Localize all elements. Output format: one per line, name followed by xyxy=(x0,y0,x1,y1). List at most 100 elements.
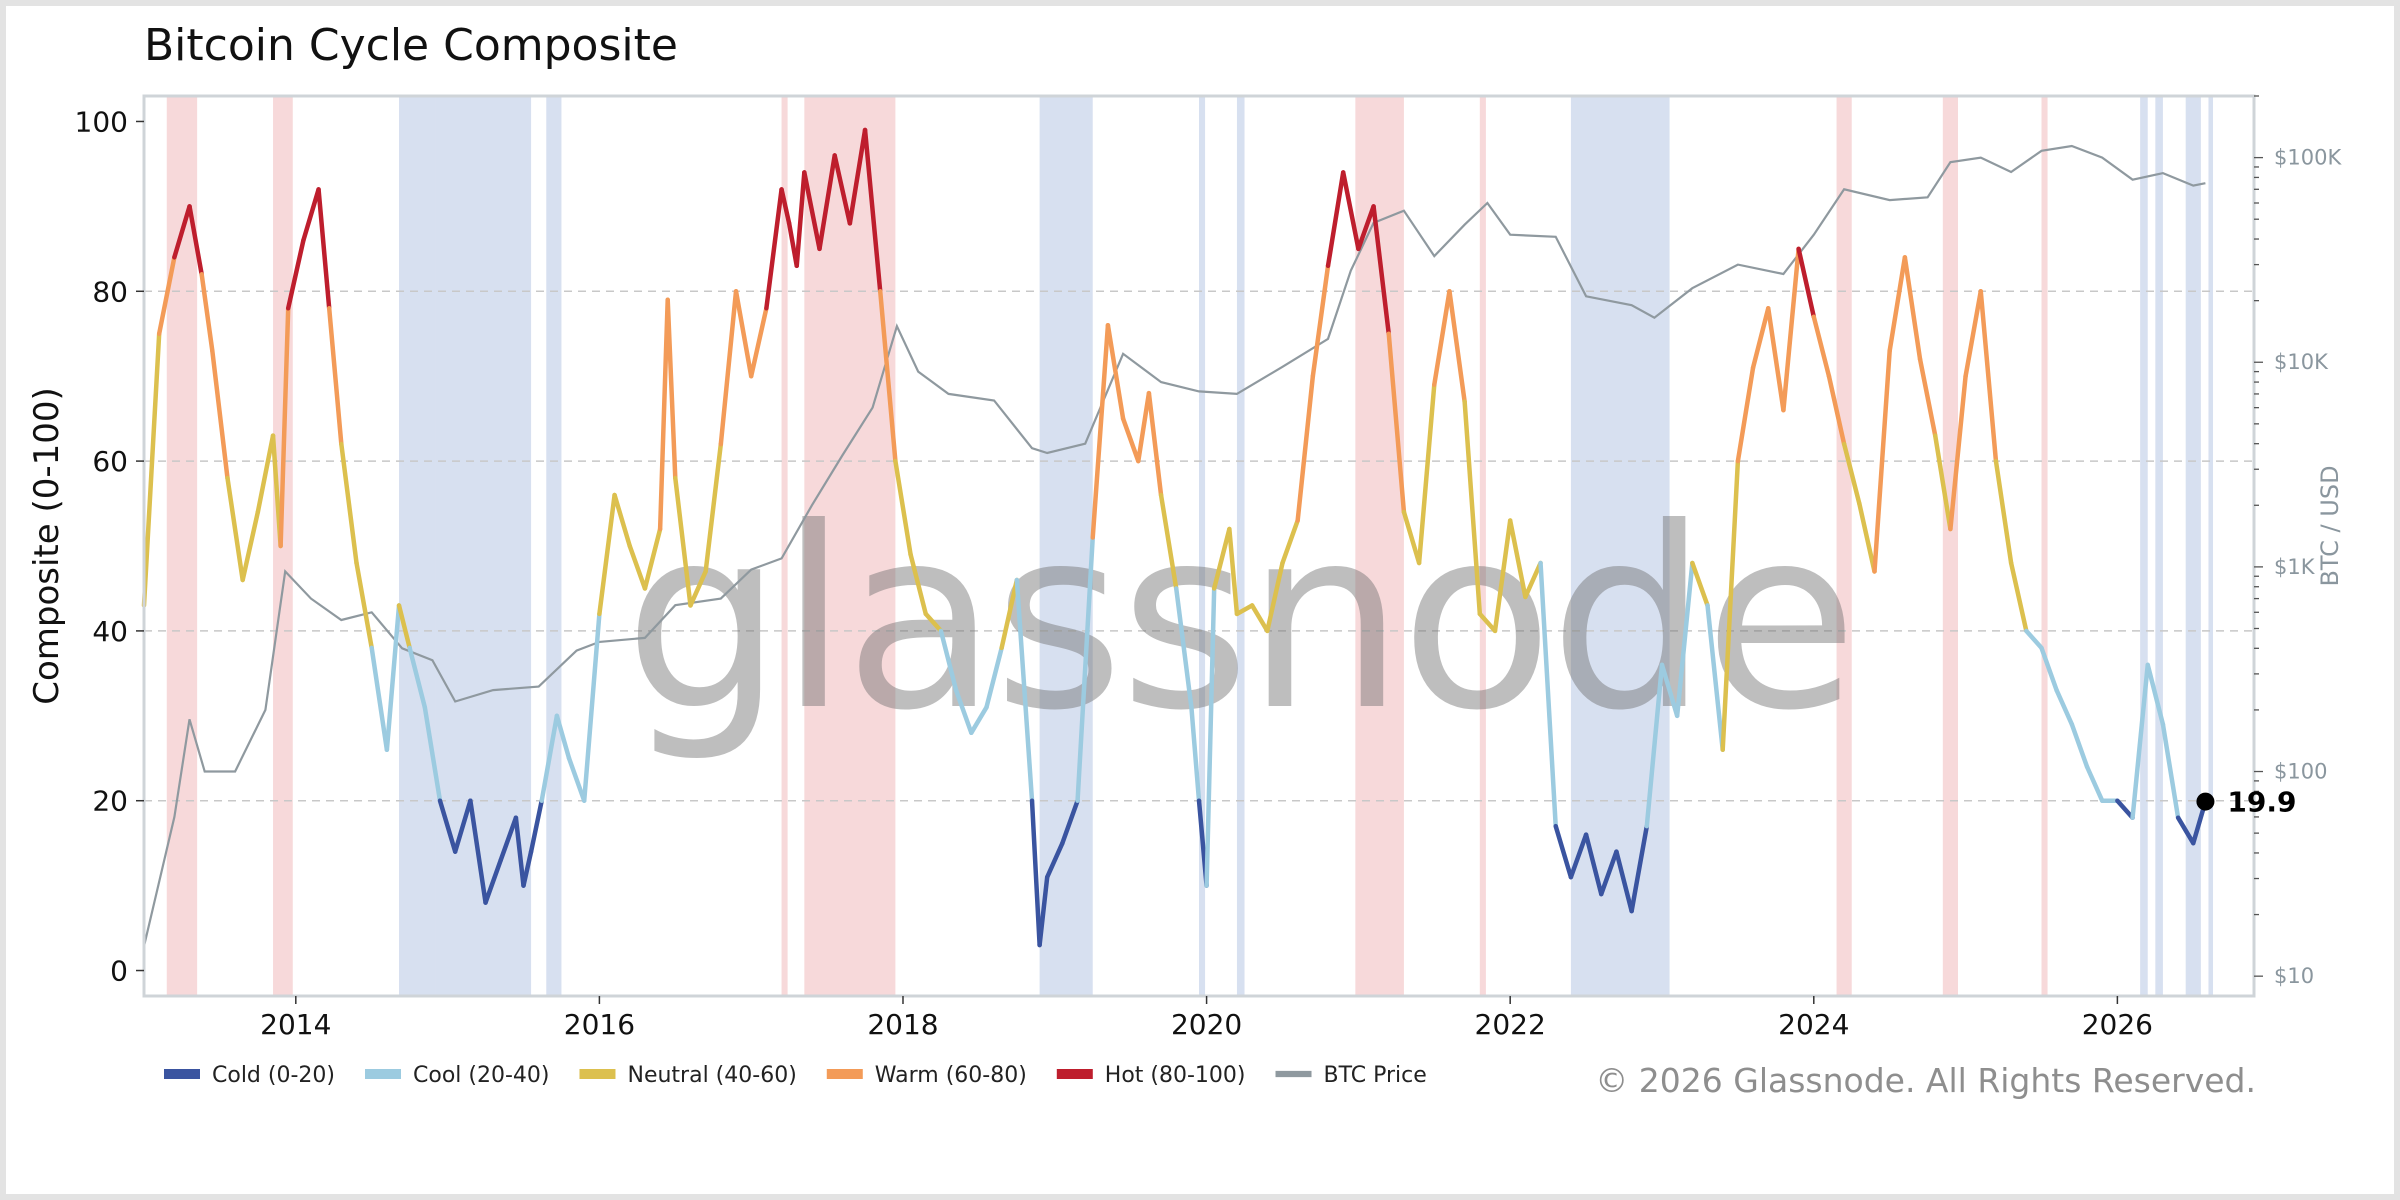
composite-segment xyxy=(877,289,898,464)
composite-segment xyxy=(1629,823,1650,914)
y-tick-label: 0 xyxy=(110,955,128,988)
composite-segment xyxy=(1265,560,1285,634)
composite-segment xyxy=(1158,492,1179,591)
composite-segment xyxy=(199,272,215,353)
composite-segment xyxy=(528,798,544,854)
composite-segment xyxy=(483,857,503,905)
glassnode-watermark: glassnode xyxy=(624,474,1854,765)
y-tick-label: 20 xyxy=(92,785,128,818)
x-tick-label: 2020 xyxy=(1171,1008,1242,1041)
composite-segment xyxy=(1599,849,1619,897)
composite-segment xyxy=(1978,289,1999,464)
cold-regime-band xyxy=(2185,96,2201,996)
composite-segment xyxy=(1781,246,1801,413)
chart-title: Bitcoin Cycle Composite xyxy=(144,20,678,71)
composite-segment xyxy=(1477,611,1498,634)
composite-segment xyxy=(1432,289,1452,387)
x-tick-label: 2026 xyxy=(2082,1008,2153,1041)
composite-segment xyxy=(657,297,670,532)
composite-segment xyxy=(2008,560,2029,634)
composite-segment xyxy=(1146,390,1164,498)
composite-segment xyxy=(1568,832,1589,880)
composite-segment xyxy=(1857,501,1877,574)
composite-segment xyxy=(1249,603,1270,634)
composite-segment xyxy=(1492,518,1513,634)
composite-segment xyxy=(999,577,1020,651)
composite-segment xyxy=(1447,289,1467,404)
y-axis-left: 0 20 40 60 80 100 xyxy=(75,105,144,988)
x-axis: 2014 2016 2018 2020 2022 2024 2026 xyxy=(260,996,2153,1041)
cold-regime-band xyxy=(1199,96,1206,996)
composite-segment xyxy=(802,170,822,252)
composite-segment xyxy=(1416,382,1437,566)
composite-segment xyxy=(1401,509,1422,566)
composite-segment xyxy=(1932,433,1953,532)
hot-regime-band xyxy=(781,96,788,996)
composite-segment xyxy=(1386,331,1407,515)
composite-segment xyxy=(779,187,792,226)
composite-segment xyxy=(1948,373,1968,532)
composite-segment xyxy=(1690,560,1710,608)
composite-segment xyxy=(764,187,784,311)
composite-segment xyxy=(688,569,708,608)
composite-segment xyxy=(1811,314,1832,379)
composite-segment xyxy=(1136,390,1152,464)
composite-segment xyxy=(2054,688,2075,727)
composite-segment xyxy=(1523,560,1543,600)
composite-segment xyxy=(1044,840,1065,880)
composite-segment xyxy=(969,705,989,736)
composite-segment xyxy=(627,543,648,591)
y-tick-label: 60 xyxy=(92,445,128,478)
legend-label: BTC Price xyxy=(1324,1063,1427,1088)
composite-segment xyxy=(794,170,807,269)
composite-segment xyxy=(285,238,306,311)
y-tick-label: 80 xyxy=(92,275,128,308)
cold-regime-band xyxy=(2155,96,2163,996)
chart-frame: Bitcoin Cycle Composite glassnode 2014 20… xyxy=(6,6,2394,1194)
composite-segment xyxy=(642,526,663,591)
composite-segment xyxy=(1841,441,1862,506)
hot-regime-band xyxy=(1942,96,1958,996)
btc-price-line xyxy=(142,144,2206,947)
composite-segment xyxy=(2115,798,2135,820)
composite-segment xyxy=(1720,458,1741,753)
composite-segment xyxy=(1204,586,1217,888)
legend-label: Cold (0-20) xyxy=(212,1063,335,1088)
legend-label: Warm (60-80) xyxy=(875,1063,1027,1088)
composite-segment xyxy=(1735,365,1756,464)
y2-tick-label: $1K xyxy=(2274,555,2316,579)
composite-segment xyxy=(1674,560,1695,719)
y2-tick-label: $100 xyxy=(2274,760,2327,784)
hot-regime-band xyxy=(273,96,293,996)
cold-regime-band xyxy=(1236,96,1245,996)
composite-segment xyxy=(452,798,473,854)
composite-segment xyxy=(255,433,276,515)
cold-regime-band xyxy=(1039,96,1093,996)
composite-segment xyxy=(1796,246,1817,320)
regime-bands xyxy=(166,96,2214,996)
composite-segment xyxy=(893,458,913,557)
plot-border xyxy=(142,94,2256,998)
composite-segment xyxy=(1507,518,1528,600)
composite-segment xyxy=(225,475,245,583)
composite-segment xyxy=(1280,518,1300,566)
composite-segment xyxy=(1750,306,1771,370)
legend-label: Cool (20-40) xyxy=(413,1063,549,1088)
y2-tick-label: $10 xyxy=(2274,964,2314,988)
composite-segment xyxy=(1462,399,1483,617)
composite-segment xyxy=(539,713,560,803)
composite-segment xyxy=(301,187,321,243)
cold-regime-band xyxy=(399,96,436,996)
composite-segment xyxy=(316,187,332,311)
copyright-text: © 2026 Glassnode. All Rights Reserved. xyxy=(1595,1061,2256,1100)
composite-segment xyxy=(938,628,959,693)
cold-regime-band xyxy=(435,96,532,996)
cold-regime-band xyxy=(2208,96,2214,996)
composite-segment xyxy=(2084,764,2105,803)
composite-segment xyxy=(847,127,868,226)
legend-label: Neutral (40-60) xyxy=(627,1063,796,1088)
y-axis-right: $10 $100 $1K $10K $100K xyxy=(2254,95,2342,988)
composite-segment xyxy=(278,306,291,549)
y-axis-label: Composite (0-100) xyxy=(27,387,67,705)
composite-segment xyxy=(1173,586,1194,710)
